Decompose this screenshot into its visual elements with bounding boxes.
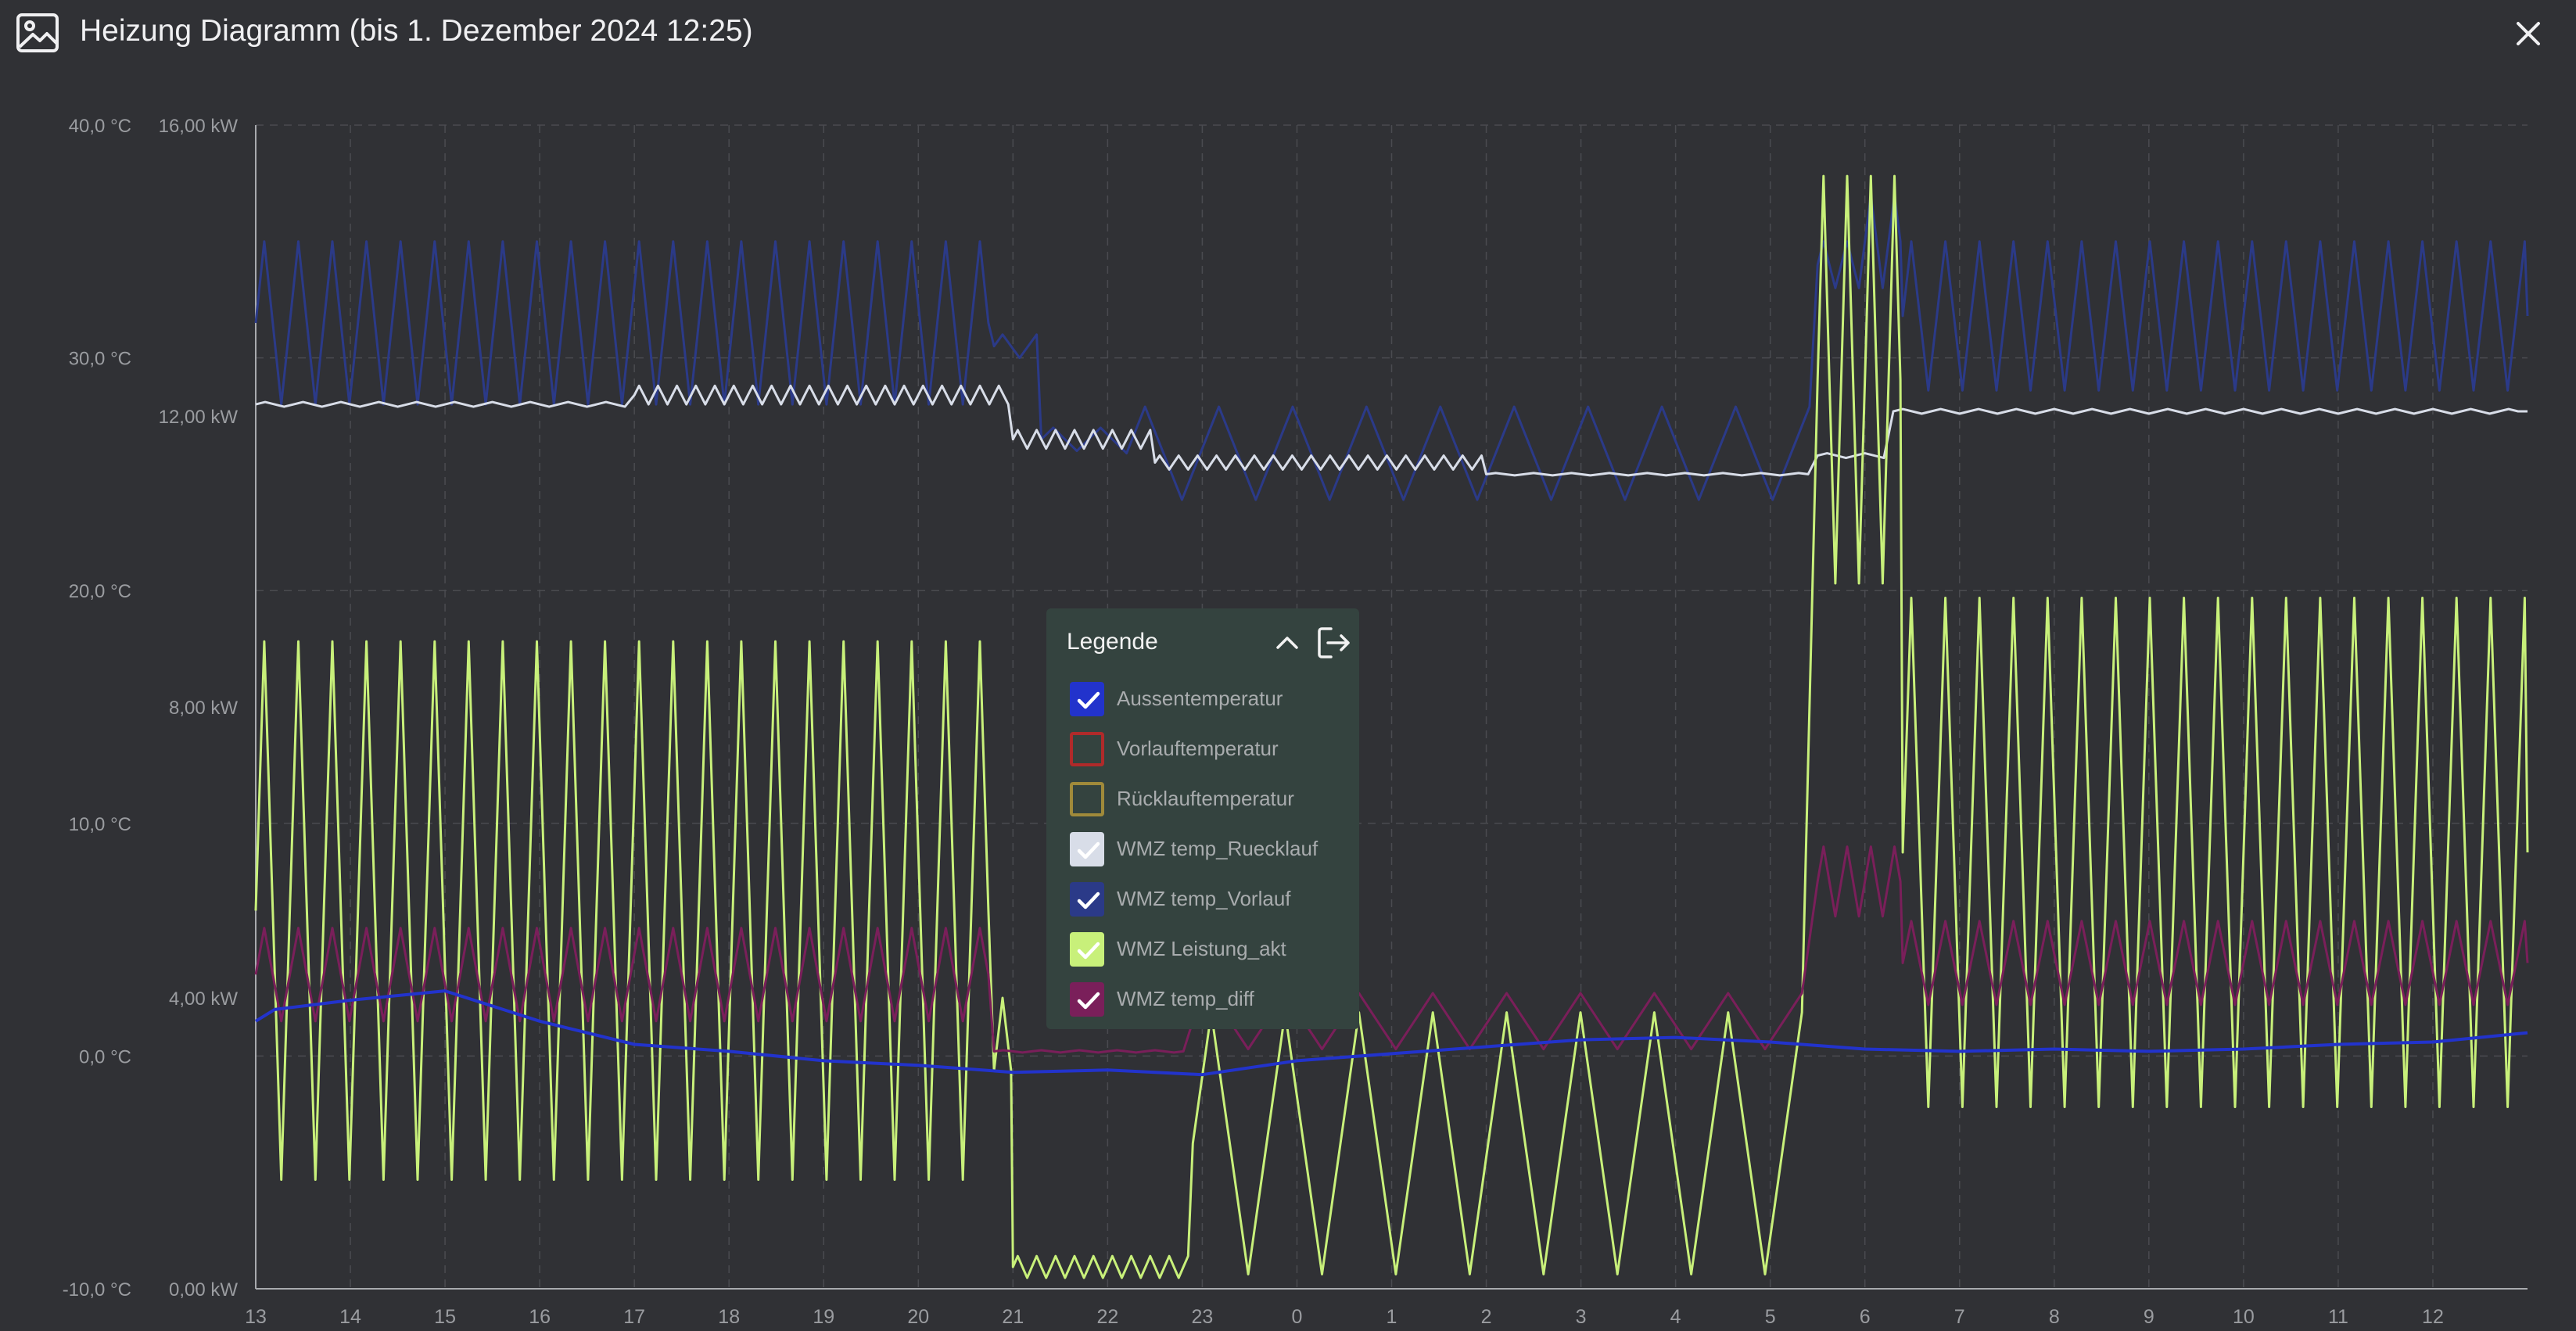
y-tick-label-celsius: 40,0 °C xyxy=(69,116,131,137)
x-tick-label: 2 xyxy=(1481,1306,1492,1328)
check-icon xyxy=(1077,841,1100,859)
check-icon xyxy=(1077,942,1100,960)
y-axis-celsius: 40,0 °C 30,0 °C 20,0 °C 10,0 °C 0,0 °C -10,0 … xyxy=(63,116,131,1301)
legend-item-wmz-temp-diff[interactable]: WMZ temp_diff xyxy=(1070,974,1351,1024)
legend-item-wmz-temp-vorlauf[interactable]: WMZ temp_Vorlauf xyxy=(1070,874,1351,924)
x-tick-label: 4 xyxy=(1670,1306,1681,1328)
check-icon xyxy=(1077,691,1100,709)
x-tick-label: 8 xyxy=(2049,1306,2060,1328)
legend-item-vorlauftemperatur[interactable]: Vorlauftemperatur xyxy=(1070,724,1351,774)
x-tick-label: 6 xyxy=(1860,1306,1871,1328)
x-tick-label: 21 xyxy=(1002,1306,1024,1328)
legend-checkbox[interactable] xyxy=(1070,882,1104,917)
legend-checkbox[interactable] xyxy=(1070,982,1104,1017)
series-line-aussentemperatur xyxy=(254,989,2528,1077)
check-icon xyxy=(1077,892,1100,909)
x-tick-label: 22 xyxy=(1096,1306,1118,1328)
chart-series xyxy=(254,174,2529,1279)
x-tick-label: 5 xyxy=(1765,1306,1776,1328)
x-tick-label: 9 xyxy=(2144,1306,2154,1328)
legend-checkbox[interactable] xyxy=(1070,932,1104,967)
legend-list: Aussentemperatur Vorlauftemperatur Rückl… xyxy=(1070,674,1351,1024)
x-tick-label: 20 xyxy=(907,1306,929,1328)
series-line-wmz-leistung-akt xyxy=(254,174,2529,1279)
y-tick-label-celsius: 0,0 °C xyxy=(79,1046,131,1067)
x-tick-label: 18 xyxy=(718,1306,740,1328)
window-title: Heizung Diagramm (bis 1. Dezember 2024 1… xyxy=(80,14,753,48)
legend-item-label: Aussentemperatur xyxy=(1117,687,1283,710)
x-tick-label: 17 xyxy=(623,1306,645,1328)
y-tick-label-kw: 8,00 kW xyxy=(169,698,238,719)
x-tick-label: 1 xyxy=(1387,1306,1397,1328)
x-tick-label: 15 xyxy=(434,1306,456,1328)
x-tick-label: 10 xyxy=(2233,1306,2255,1328)
close-icon[interactable] xyxy=(2509,14,2548,53)
legend-item-label: WMZ temp_Vorlauf xyxy=(1117,887,1291,910)
x-tick-label: 16 xyxy=(529,1306,551,1328)
legend-item-aussentemperatur[interactable]: Aussentemperatur xyxy=(1070,674,1351,724)
legend-item-label: Vorlauftemperatur xyxy=(1117,737,1279,760)
image-icon xyxy=(16,13,59,52)
legend-header: Legende xyxy=(1067,621,1350,663)
legend-panel: Legende Aussentemperatur Vorlauftemperat… xyxy=(1046,608,1359,1029)
chevron-up-icon[interactable] xyxy=(1272,627,1303,658)
x-tick-label: 12 xyxy=(2422,1306,2444,1328)
legend-checkbox[interactable] xyxy=(1070,782,1104,816)
titlebar: Heizung Diagramm (bis 1. Dezember 2024 1… xyxy=(0,0,2576,66)
y-tick-label-celsius: 20,0 °C xyxy=(69,581,131,602)
legend-item-wmz-leistung-akt[interactable]: WMZ Leistung_akt xyxy=(1070,924,1351,974)
y-tick-label-celsius: 30,0 °C xyxy=(69,349,131,370)
legend-item-ruecklauftemperatur[interactable]: Rücklauftemperatur xyxy=(1070,774,1351,824)
legend-checkbox[interactable] xyxy=(1070,832,1104,866)
legend-checkbox[interactable] xyxy=(1070,732,1104,766)
x-tick-label: 11 xyxy=(2328,1306,2348,1328)
y-tick-label-kw: 16,00 kW xyxy=(159,116,239,137)
exit-icon[interactable] xyxy=(1315,624,1353,662)
check-icon xyxy=(1077,992,1100,1010)
y-tick-label-celsius: 10,0 °C xyxy=(69,814,131,835)
y-tick-label-kw: 12,00 kW xyxy=(159,407,239,428)
y-tick-label-celsius: -10,0 °C xyxy=(63,1279,131,1301)
y-tick-label-kw: 4,00 kW xyxy=(169,988,238,1010)
series-line-wmz-temp-ruecklauf xyxy=(255,384,2528,477)
series-line-wmz-temp-diff xyxy=(254,845,2529,1054)
x-tick-label: 23 xyxy=(1192,1306,1214,1328)
y-tick-label-kw: 0,00 kW xyxy=(169,1279,238,1301)
legend-item-label: WMZ temp_Ruecklauf xyxy=(1117,837,1318,860)
legend-checkbox[interactable] xyxy=(1070,682,1104,716)
legend-item-wmz-temp-ruecklauf[interactable]: WMZ temp_Ruecklauf xyxy=(1070,824,1351,874)
x-tick-label: 19 xyxy=(813,1306,834,1328)
chart-grid xyxy=(255,124,2528,1290)
y-axis-kw: 16,00 kW 12,00 kW 8,00 kW 4,00 kW 0,00 kW xyxy=(159,116,239,1301)
x-tick-label: 0 xyxy=(1292,1306,1303,1328)
legend-title: Legende xyxy=(1067,629,1158,655)
x-tick-label: 7 xyxy=(1954,1306,1965,1328)
x-tick-label: 3 xyxy=(1576,1306,1587,1328)
x-axis: 13 14 15 16 17 18 19 20 21 22 23 0 1 2 3 4 5 6 7 8 9 10 11 12 xyxy=(245,1306,2444,1328)
x-tick-label: 13 xyxy=(245,1306,267,1328)
legend-item-label: WMZ temp_diff xyxy=(1117,987,1254,1010)
series-line-wmz-temp-vorlauf xyxy=(254,193,2529,501)
legend-item-label: Rücklauftemperatur xyxy=(1117,787,1294,810)
legend-item-label: WMZ Leistung_akt xyxy=(1117,937,1286,960)
x-tick-label: 14 xyxy=(339,1306,361,1328)
